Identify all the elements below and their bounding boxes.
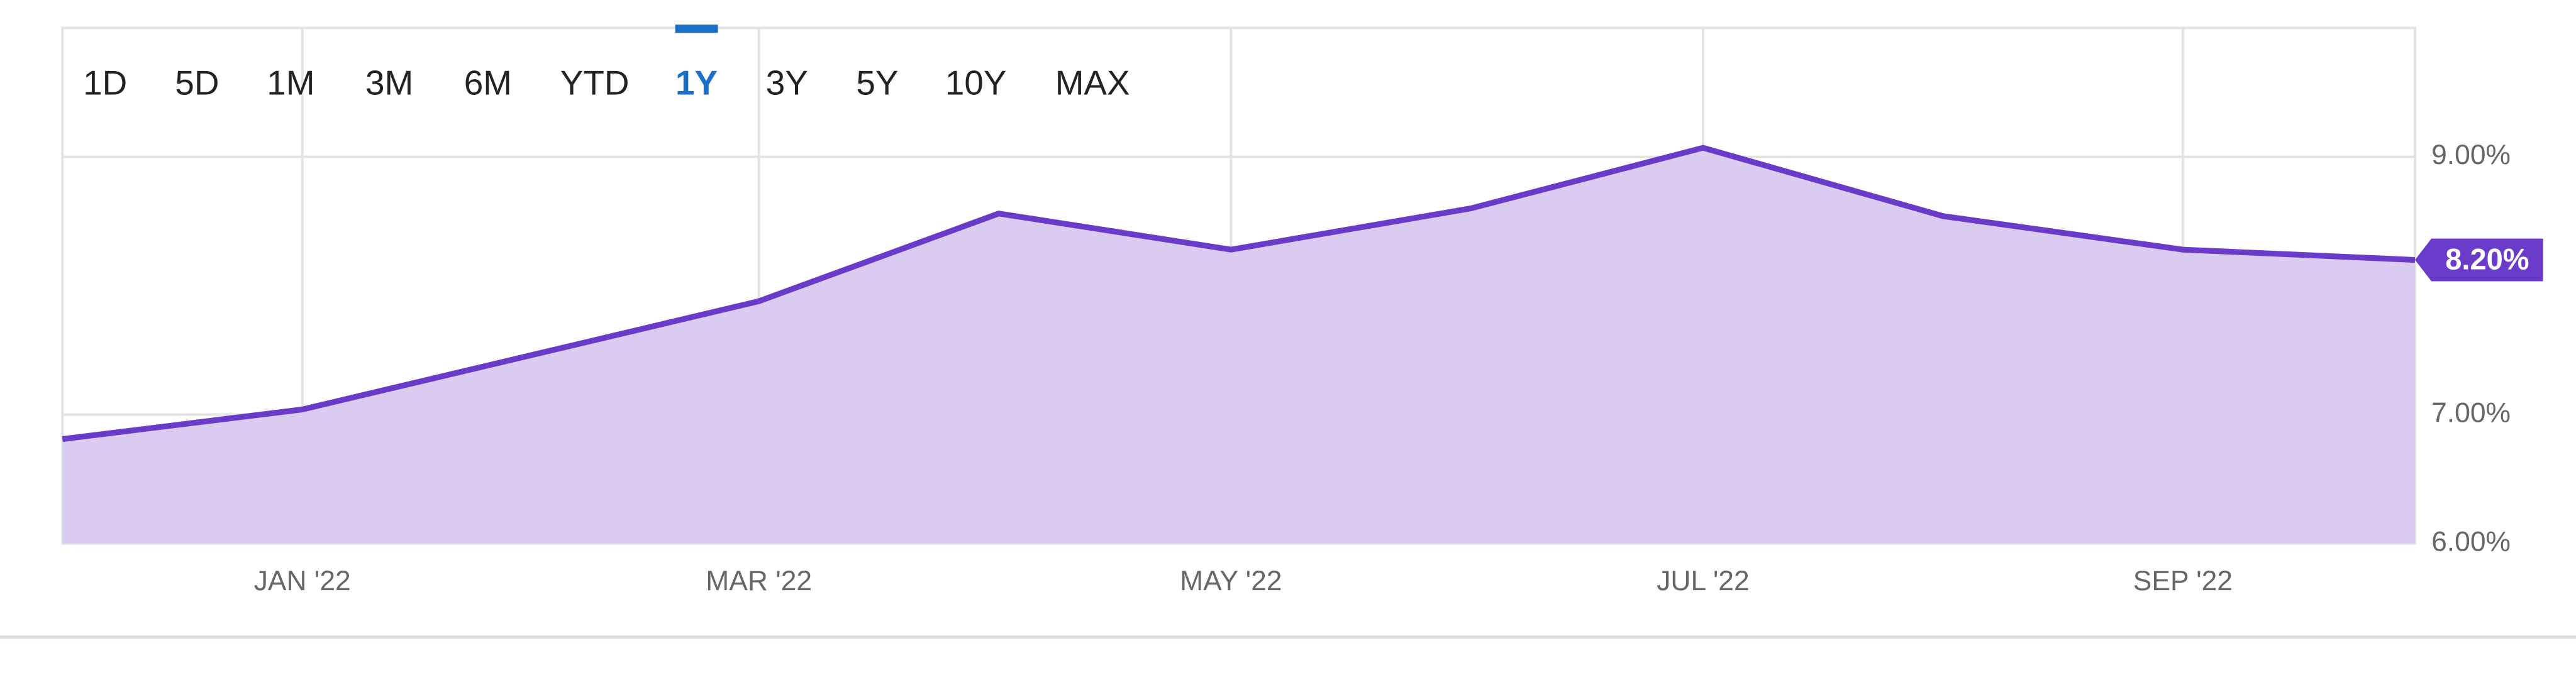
range-button[interactable]: 5Y [856, 63, 898, 102]
range-button[interactable]: 1Y [675, 63, 718, 102]
y-tick-label: 6.00% [2431, 526, 2511, 557]
range-button[interactable]: 5D [175, 63, 219, 102]
y-tick-label: 7.00% [2431, 397, 2511, 428]
selected-indicator [675, 25, 718, 33]
x-tick-label: MAR '22 [706, 566, 812, 596]
x-tick-label: JAN '22 [254, 566, 351, 596]
range-button[interactable]: YTD [560, 63, 630, 102]
value-label: 8.20% [2445, 243, 2529, 276]
x-tick-label: SEP '22 [2133, 566, 2233, 596]
range-button[interactable]: 1M [267, 63, 314, 102]
x-tick-label: MAY '22 [1180, 566, 1282, 596]
range-button[interactable]: 10Y [945, 63, 1007, 102]
range-button[interactable]: MAX [1055, 63, 1130, 102]
line [62, 145, 2416, 442]
range-button[interactable]: 1D [83, 63, 127, 102]
value-label-box [2415, 238, 2543, 282]
range-button[interactable]: 6M [464, 63, 512, 102]
range-button[interactable]: 3Y [766, 63, 808, 102]
y-tick-label: 9.00% [2431, 140, 2511, 170]
x-tick-label: JUL '22 [1657, 566, 1749, 596]
range-button[interactable]: 3M [365, 63, 413, 102]
area [62, 148, 2415, 544]
